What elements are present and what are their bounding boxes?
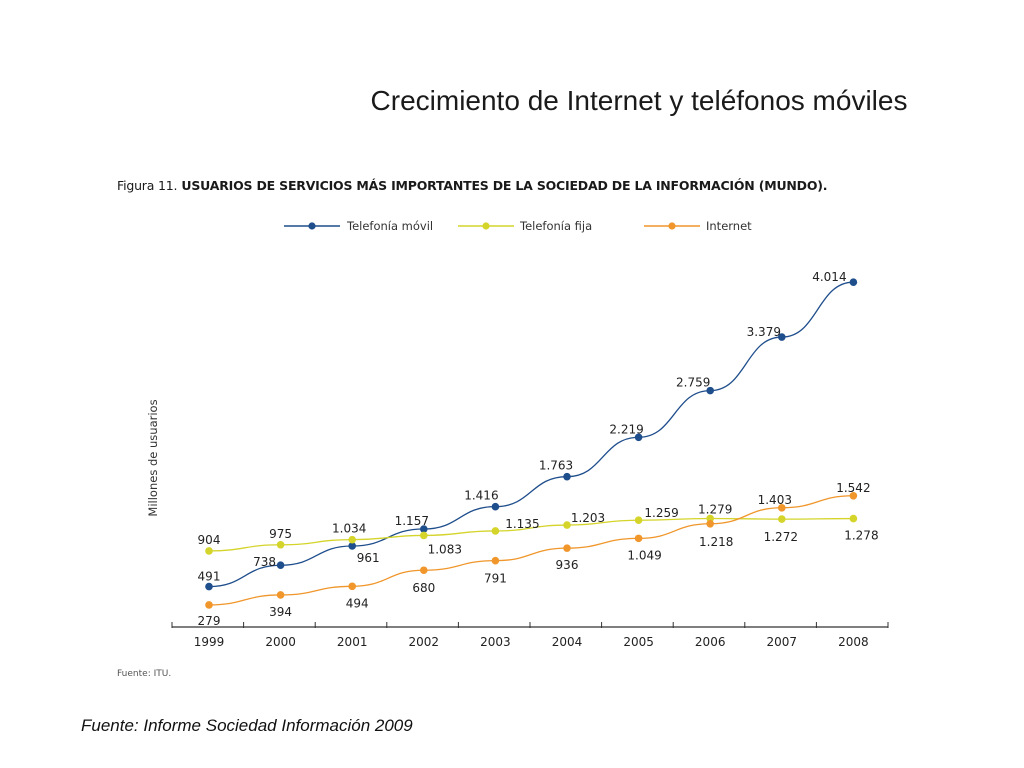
data-label: 1.135 (505, 517, 539, 531)
data-label: 1.157 (395, 514, 429, 528)
data-point (706, 519, 714, 528)
data-point (205, 582, 213, 591)
data-point (706, 514, 714, 523)
series-line (208, 281, 854, 588)
x-tick-label: 2008 (838, 635, 869, 649)
series-line (208, 517, 854, 552)
data-point (563, 521, 571, 529)
slide-title: Crecimiento de Internet y teléfonos móvi… (370, 85, 908, 116)
figure-source: Fuente: ITU. (117, 669, 172, 679)
data-point (348, 542, 357, 550)
data-point (276, 561, 285, 570)
legend-marker (308, 222, 316, 230)
data-label: 936 (556, 558, 579, 572)
data-label: 1.279 (698, 502, 732, 516)
data-label: 2.219 (609, 422, 643, 436)
data-label: 1.083 (428, 542, 462, 556)
x-tick-label: 2006 (695, 635, 726, 649)
data-point (706, 386, 714, 395)
data-label: 494 (346, 596, 369, 610)
data-point (634, 433, 643, 442)
figure-label: Figura 11. (117, 178, 178, 193)
legend-label: Internet (706, 219, 752, 233)
data-point (563, 544, 571, 552)
data-point (778, 515, 786, 523)
data-label: 279 (198, 614, 221, 628)
data-point (491, 502, 500, 511)
chart-axes: 1999 2000 2001 2002 2003 2004 2005 2006 2007 2008… (146, 399, 889, 649)
data-point (420, 531, 428, 540)
data-point (348, 582, 357, 591)
data-label: 1.203 (571, 511, 605, 525)
data-point (276, 540, 285, 549)
data-point (634, 534, 643, 543)
data-label: 961 (357, 551, 380, 565)
data-point (634, 516, 643, 525)
figure-caption: USUARIOS DE SERVICIOS MÁS IMPORTANTES DE… (181, 178, 828, 193)
data-label: 975 (269, 527, 292, 541)
data-point (276, 591, 285, 599)
data-label: 1.416 (464, 489, 498, 503)
x-tick-label: 2002 (409, 635, 440, 649)
series-line (208, 495, 854, 606)
data-point (205, 601, 213, 609)
y-axis-label: Millones de usuarios (146, 399, 160, 516)
data-label: 3.379 (747, 325, 781, 339)
data-label: 491 (198, 570, 221, 584)
legend-label: Telefonía fija (519, 219, 592, 233)
data-label: 738 (253, 555, 276, 569)
x-tick-label: 2003 (480, 635, 511, 649)
figure-title: Figura 11. USUARIOS DE SERVICIOS MÁS IMP… (117, 178, 828, 193)
data-label: 394 (269, 605, 292, 619)
data-point (205, 547, 213, 555)
data-point (849, 278, 858, 286)
slide-source: Fuente: Informe Sociedad Información 200… (81, 716, 413, 735)
data-label: 1.278 (844, 529, 878, 543)
data-point (420, 566, 428, 575)
x-tick-label: 2001 (337, 635, 368, 649)
legend-label: Telefonía móvil (346, 219, 433, 233)
data-label: 1.259 (644, 506, 678, 520)
data-point (563, 472, 571, 481)
data-point (778, 333, 786, 341)
data-label: 1.272 (764, 530, 798, 544)
data-label: 2.759 (676, 376, 710, 390)
x-tick-label: 1999 (194, 635, 225, 649)
data-label: 1.218 (699, 535, 733, 549)
data-label: 1.034 (332, 522, 366, 536)
chart-series: 491 738 961 1.157 1.416 1.763 2.219 2.759 3.379 4… (198, 270, 879, 628)
data-label: 1.049 (627, 548, 661, 562)
data-label: 1.403 (758, 493, 792, 507)
data-label: 791 (484, 572, 507, 586)
data-label: 680 (412, 581, 435, 595)
x-tick-label: 2005 (623, 635, 654, 649)
data-label: 1.763 (539, 459, 573, 473)
data-label: 1.542 (836, 481, 870, 495)
data-point (849, 491, 858, 500)
data-label: 4.014 (812, 270, 846, 284)
x-tick-label: 2007 (767, 635, 798, 649)
x-tick-label: 2004 (552, 635, 583, 649)
legend-marker (668, 222, 676, 230)
data-point (491, 527, 500, 535)
data-label: 904 (198, 533, 221, 547)
data-point (491, 556, 500, 565)
data-point (420, 525, 428, 533)
x-tick-label: 2000 (265, 635, 296, 649)
legend-marker (482, 222, 490, 230)
chart-legend: Telefonía móvil Telefonía fija Internet (284, 219, 752, 233)
data-point (849, 514, 858, 523)
data-point (348, 535, 357, 544)
data-point (778, 503, 786, 512)
